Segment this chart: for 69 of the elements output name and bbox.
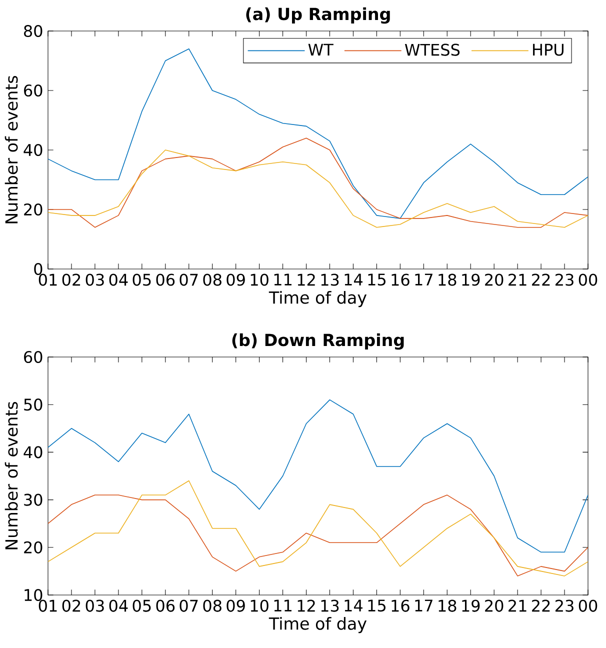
x-tick-label: 23 [556, 274, 574, 286]
y-tick-label: 30 [24, 494, 42, 506]
x-tick-label: 14 [344, 600, 363, 612]
chart-title: (a) Up Ramping [246, 7, 390, 24]
y-tick-label: 20 [24, 541, 42, 554]
x-tick-label: 23 [556, 600, 574, 612]
y-tick-label: 40 [24, 446, 42, 458]
chart-title: (b) Down Ramping [232, 333, 404, 350]
x-tick-label: 03 [86, 274, 104, 286]
x-tick-label: 02 [62, 600, 80, 612]
x-tick-label: 04 [109, 600, 128, 612]
x-axis-title: Time of day [268, 616, 367, 634]
y-tick-label: 80 [24, 24, 42, 38]
x-tick-label: 18 [438, 600, 456, 612]
x-tick-label: 10 [250, 600, 268, 612]
x-tick-label: 09 [226, 600, 245, 612]
x-tick-label: 01 [38, 600, 57, 612]
x-tick-label: 05 [132, 600, 151, 612]
x-tick-label: 19 [462, 600, 480, 612]
x-tick-label: 07 [180, 274, 198, 286]
x-tick-label: 08 [203, 274, 222, 286]
legend-label: HPU [533, 44, 564, 56]
x-tick-label: 22 [532, 274, 550, 286]
x-tick-label: 21 [508, 600, 526, 612]
x-tick-label: 09 [226, 274, 245, 286]
y-tick-label: 50 [24, 398, 42, 411]
x-tick-label: 11 [274, 600, 292, 612]
y-tick-label: 20 [24, 203, 42, 216]
x-tick-label: 07 [180, 600, 198, 612]
x-tick-label: 13 [321, 600, 339, 612]
x-tick-label: 04 [109, 274, 128, 286]
x-tick-label: 08 [203, 600, 222, 612]
x-axis-title: Time of day [268, 290, 367, 308]
y-tick-label: 60 [24, 84, 42, 97]
line-series [48, 399, 588, 553]
x-tick-label: 10 [250, 274, 268, 286]
x-tick-label: 02 [62, 274, 80, 286]
x-tick-label: 13 [321, 274, 339, 286]
y-tick-label: 40 [24, 144, 42, 156]
y-axis-title: Number of events [4, 402, 18, 550]
legend-label: WTESS [404, 44, 460, 56]
x-tick-label: 12 [298, 600, 315, 612]
x-tick-label: 19 [462, 274, 480, 286]
x-tick-label: 20 [485, 274, 504, 286]
y-tick-label: 60 [24, 350, 42, 364]
y-axis-title: Number of events [4, 76, 18, 224]
y-tick-label: 10 [24, 588, 42, 602]
x-tick-label: 17 [415, 600, 432, 612]
x-tick-label: 01 [38, 274, 57, 286]
x-tick-label: 06 [156, 274, 175, 286]
x-tick-label: 14 [344, 274, 363, 286]
x-tick-label: 16 [392, 600, 410, 612]
x-tick-label: 21 [508, 274, 526, 286]
x-tick-label: 00 [578, 274, 598, 286]
x-tick-label: 20 [485, 600, 504, 612]
legend-label: WT [308, 44, 334, 56]
x-tick-label: 18 [438, 274, 456, 286]
x-tick-label: 16 [392, 274, 410, 286]
x-tick-label: 15 [368, 600, 386, 612]
x-tick-label: 00 [578, 600, 598, 612]
x-tick-label: 11 [274, 274, 292, 286]
y-tick-label: 0 [34, 262, 42, 276]
x-tick-label: 17 [415, 274, 432, 286]
x-tick-label: 12 [298, 274, 315, 286]
x-tick-label: 15 [368, 274, 386, 286]
x-tick-label: 06 [156, 600, 175, 612]
x-tick-label: 05 [132, 274, 151, 286]
x-tick-label: 03 [86, 600, 104, 612]
x-tick-label: 22 [532, 600, 550, 612]
